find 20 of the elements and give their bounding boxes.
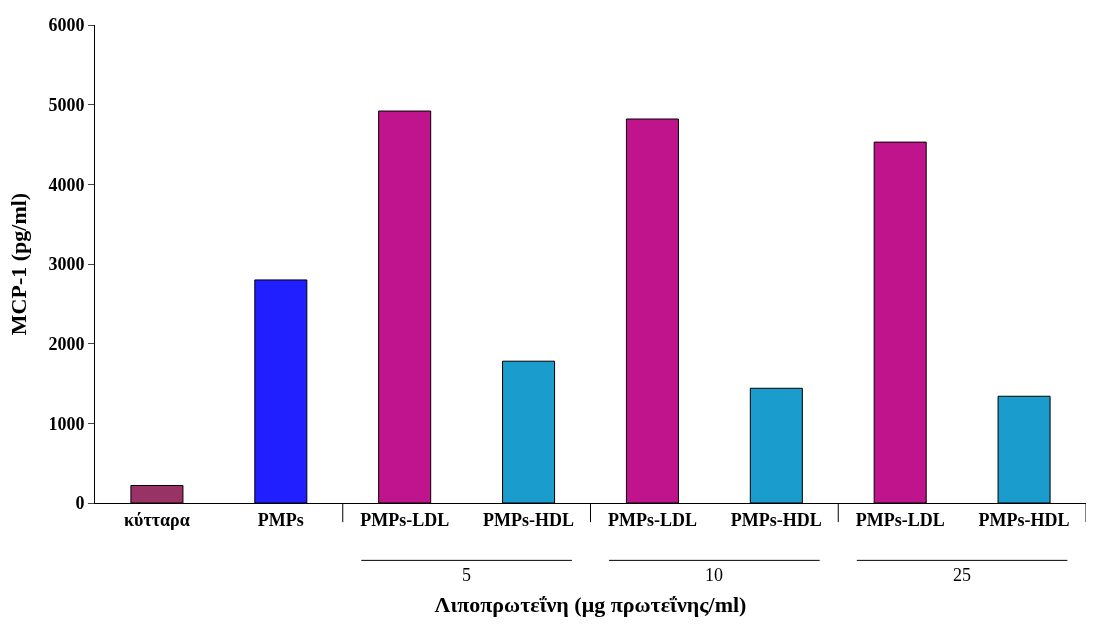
x-tick-label: PMPs-LDL [855,509,945,530]
text: 5 [462,565,471,585]
y-tick-label: 1000 [48,413,85,434]
y-tick-label: 0 [75,493,85,514]
x-tick-label: PMPs-LDL [360,509,450,530]
x-tick-label: κύτταρα [124,509,190,530]
x-tick-label: PMPs-HDL [483,509,575,530]
x-axis-title: Λιποπρωτεΐνη (μg πρωτεΐνης/ml) [434,592,747,618]
x-tick-label: PMPs-HDL [730,509,822,530]
y-tick-label: 5000 [48,94,85,115]
text: 10 [705,565,723,585]
x-tick-label: PMPs-LDL [607,509,697,530]
text: 25 [953,565,971,585]
y-tick-label: 3000 [48,254,85,275]
x-tick-label: PMPs [257,509,304,530]
y-tick-label: 4000 [48,174,85,195]
y-axis-title: MCP-1 (pg/ml) [6,192,32,336]
y-tick-label: 2000 [48,333,85,354]
y-tick-label: 6000 [48,15,85,36]
x-tick-label: PMPs-HDL [978,509,1070,530]
